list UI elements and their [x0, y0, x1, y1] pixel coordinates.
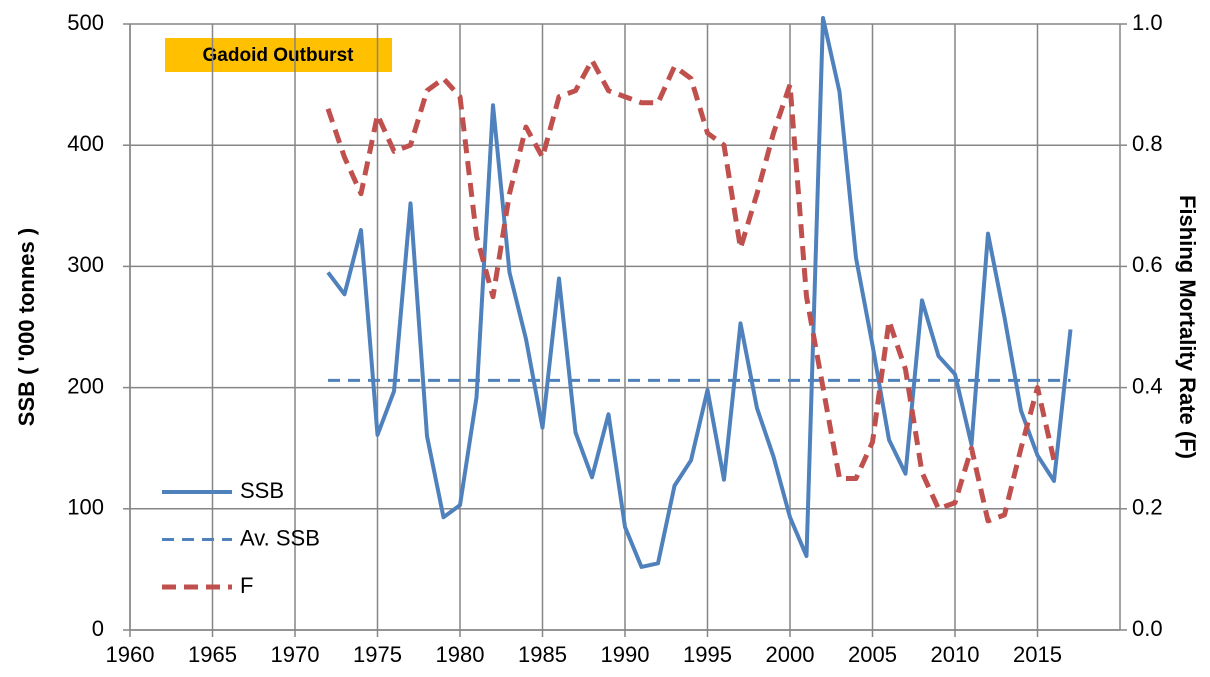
series-line — [325, 57, 1057, 524]
y-tick-label: 0 — [92, 616, 104, 641]
y2-tick-label: 0.2 — [1132, 495, 1163, 520]
y-axis-title: SSB ( '000 tonnes ) — [14, 228, 39, 426]
x-tick-label: 2000 — [766, 642, 815, 667]
x-tick-label: 1990 — [601, 642, 650, 667]
x-tick-label: 2010 — [931, 642, 980, 667]
y2-axis-title: Fishing Mortality Rate (F) — [1175, 195, 1200, 459]
x-tick-label: 1975 — [353, 642, 402, 667]
x-tick-label: 1960 — [106, 642, 155, 667]
x-tick-label: 1970 — [271, 642, 320, 667]
x-tick-label: 2015 — [1013, 642, 1062, 667]
y2-tick-label: 0.4 — [1132, 373, 1163, 398]
legend-label: Av. SSB — [240, 525, 320, 550]
series-line — [326, 15, 1073, 569]
y2-tick-label: 0.0 — [1132, 616, 1163, 641]
annotation: Gadoid Outburst — [203, 45, 355, 66]
x-tick-label: 2005 — [848, 642, 897, 667]
y-tick-label: 100 — [67, 495, 104, 520]
legend-label: F — [240, 573, 253, 598]
y2-tick-label: 0.6 — [1132, 252, 1163, 277]
x-tick-label: 1980 — [436, 642, 485, 667]
y-tick-label: 200 — [67, 373, 104, 398]
y-tick-label: 400 — [67, 131, 104, 156]
x-tick-label: 1985 — [518, 642, 567, 667]
y2-tick-label: 1.0 — [1132, 10, 1163, 35]
x-tick-label: 1995 — [683, 642, 732, 667]
x-tick-label: 1965 — [188, 642, 237, 667]
legend-label: SSB — [240, 478, 284, 503]
annotation-box — [165, 38, 392, 72]
y-tick-label: 500 — [67, 10, 104, 35]
y-tick-label: 300 — [67, 252, 104, 277]
y2-tick-label: 0.8 — [1132, 131, 1163, 156]
